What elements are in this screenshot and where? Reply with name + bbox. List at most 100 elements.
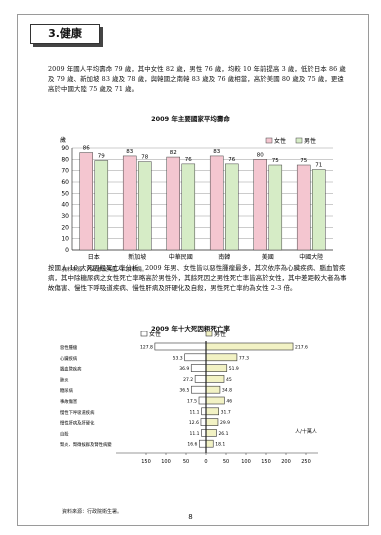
y-tick-label: 0	[65, 247, 69, 254]
life-expectancy-chart: 歲 0 10 20 30 40 50 60 70 80 90 86 79 日本 83 78 新加坡 82 76 中華民…	[48, 122, 338, 264]
data-label: 82	[170, 150, 177, 156]
bar-male	[206, 429, 216, 436]
data-label: 127.8	[140, 345, 153, 351]
bar-male	[206, 419, 218, 426]
category-label: 事故傷害	[60, 398, 78, 405]
data-label: 86	[83, 146, 90, 152]
data-label: 76	[185, 157, 192, 163]
data-label: 36.5	[179, 388, 189, 394]
x-tick-label: 日本	[88, 253, 100, 261]
bar-male	[206, 354, 237, 361]
data-label: 11.1	[190, 431, 200, 437]
section-title: 3.健康	[30, 24, 100, 44]
legend-swatch	[206, 331, 212, 336]
legend-label: 女性	[149, 331, 161, 338]
category-label: 慢性肝病及肝硬化	[60, 420, 95, 427]
data-label: 75	[272, 158, 279, 164]
data-label: 18.1	[215, 442, 225, 448]
x-tick-label: 200	[281, 459, 291, 465]
data-label: 46	[226, 399, 232, 405]
x-tick-label: 150	[141, 459, 151, 465]
legend-swatch	[141, 331, 147, 336]
bar-female	[202, 429, 206, 436]
data-label: 26.1	[218, 431, 228, 437]
legend-label: 男性	[304, 137, 316, 145]
paragraph-causes-of-death: 按國人 10 大死因粗死亡率分析，2009 年男、女性皆以惡性腫瘤最多，其次依序…	[48, 263, 348, 293]
legend-label: 男性	[214, 331, 226, 338]
bar-female	[201, 419, 206, 426]
bar-female	[199, 397, 206, 404]
y-tick-label: 60	[61, 179, 69, 186]
bar	[210, 156, 223, 250]
bar-female	[191, 386, 206, 393]
y-tick-label: 90	[61, 145, 69, 152]
bar	[167, 157, 180, 250]
y-axis-unit: 歲	[60, 136, 66, 144]
paragraph-life-expectancy: 2009 年國人平均壽命 79 歲，其中女性 82 歲，男性 76 歲，均較 1…	[48, 64, 348, 94]
data-label: 36.9	[179, 366, 189, 372]
category-label: 心臟疾病	[60, 355, 78, 362]
x-tick-label: 中華民國	[169, 253, 193, 261]
y-tick-label: 20	[61, 224, 69, 231]
x-tick-label: 新加坡	[128, 253, 146, 261]
data-label: 83	[213, 149, 220, 155]
legend-label: 女性	[274, 137, 286, 145]
data-label: 71	[315, 163, 322, 169]
x-tick-label: 50	[183, 459, 189, 465]
bar-female	[191, 365, 206, 372]
data-label: 80	[257, 152, 264, 158]
bar	[254, 159, 267, 250]
data-label: 79	[98, 153, 105, 159]
data-label: 31.7	[221, 409, 231, 415]
category-label: 腎炎、腎徵候群及腎性病變	[60, 441, 112, 448]
data-label: 16.6	[187, 442, 197, 448]
data-label: 77.3	[239, 355, 249, 361]
bar-female	[199, 440, 206, 447]
data-label: 29.9	[220, 420, 230, 426]
bar	[138, 162, 151, 250]
data-label: 76	[228, 157, 235, 163]
category-label: 糖尿病	[60, 387, 74, 394]
data-label: 34.8	[222, 388, 232, 394]
data-label: 27.2	[183, 377, 193, 383]
bar-male	[206, 386, 220, 393]
category-label: 自殺	[60, 430, 69, 437]
data-label: 78	[141, 155, 148, 161]
x-tick-label: 100	[161, 459, 171, 465]
x-tick-label: 中國大陸	[299, 253, 323, 261]
x-tick-label: 250	[301, 459, 311, 465]
y-tick-label: 10	[61, 236, 69, 243]
x-tick-label: 美國	[262, 253, 274, 261]
x-tick-label: 50	[223, 459, 229, 465]
data-label: 83	[126, 149, 133, 155]
category-label: 惡性腫瘤	[60, 344, 78, 351]
data-label: 12.6	[189, 420, 199, 426]
y-tick-label: 30	[61, 213, 69, 220]
y-tick-label: 80	[61, 156, 69, 163]
category-label: 慢性下呼吸道疾病	[60, 409, 95, 416]
x-tick-label: 0	[204, 459, 207, 465]
data-label: 53.3	[173, 355, 183, 361]
bar-female	[195, 375, 206, 382]
legend-swatch	[266, 138, 272, 143]
data-label: 45	[226, 377, 232, 383]
bar-male	[206, 408, 219, 415]
category-label: 肺炎	[60, 377, 69, 383]
x-tick-label: 150	[261, 459, 271, 465]
bar-female	[155, 343, 206, 350]
bar	[312, 170, 325, 250]
bar-male	[206, 343, 293, 350]
bar-male	[206, 440, 213, 447]
bar-male	[206, 365, 227, 372]
bar	[182, 164, 195, 250]
bar	[225, 164, 238, 250]
y-tick-label: 40	[61, 202, 69, 209]
bar-female	[202, 408, 206, 415]
bar	[269, 165, 282, 250]
legend-swatch	[296, 138, 302, 143]
y-tick-label: 50	[61, 190, 69, 197]
bar-female	[185, 354, 206, 361]
bar	[297, 165, 310, 250]
bar-male	[206, 375, 224, 382]
